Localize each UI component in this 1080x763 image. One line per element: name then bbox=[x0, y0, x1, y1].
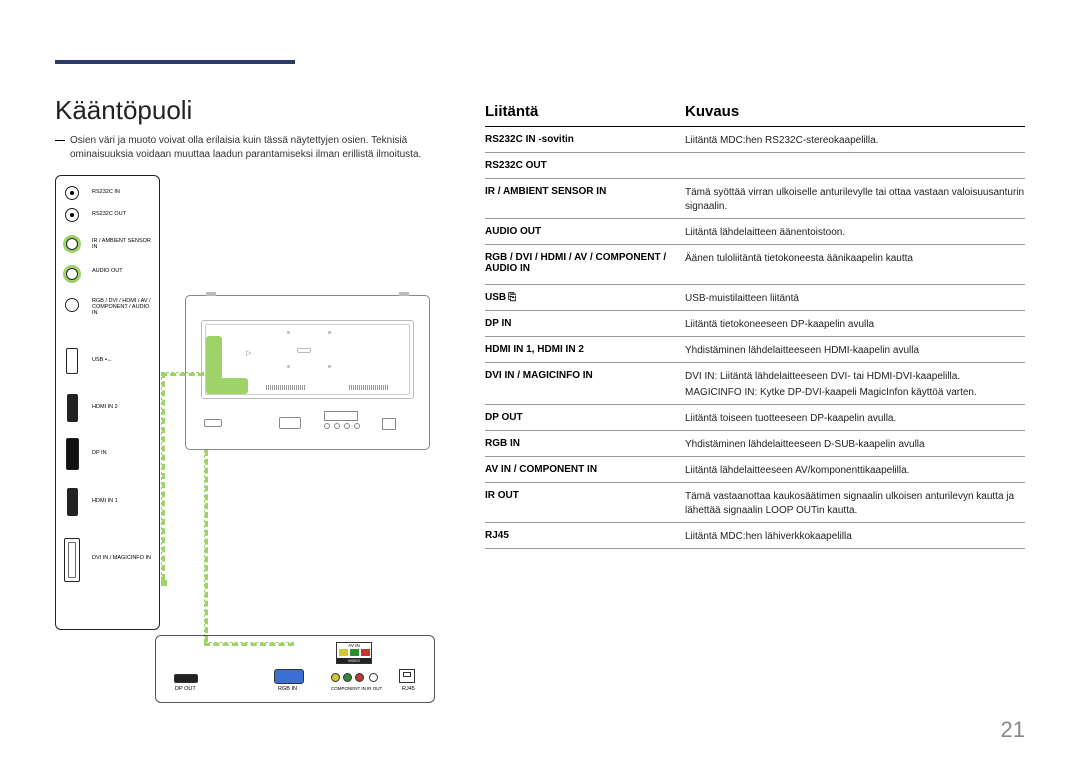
row-desc: USB-muistilaitteen liitäntä bbox=[685, 292, 1025, 306]
l-shape-highlight bbox=[206, 336, 248, 394]
comp-pr-icon bbox=[355, 673, 364, 682]
audio-out-icon bbox=[66, 268, 78, 280]
rs232c-in-icon bbox=[65, 186, 79, 200]
table-rule bbox=[485, 284, 1025, 285]
port-label: RGB / DVI / HDMI / AV / COMPONENT / AUDI… bbox=[92, 298, 152, 316]
av-block: AV IN VIDEO bbox=[336, 642, 372, 664]
row-label: AUDIO OUT bbox=[485, 226, 680, 237]
row-label: HDMI IN 1, HDMI IN 2 bbox=[485, 344, 680, 355]
table-rule bbox=[485, 126, 1025, 127]
back-inner2: ▷ bbox=[205, 324, 410, 395]
usb-icon bbox=[66, 348, 78, 374]
bs-label: DP OUT bbox=[175, 686, 196, 692]
comp-pb-icon bbox=[343, 673, 352, 682]
row-desc: Tämä syöttää virran ulkoiselle anturilev… bbox=[685, 186, 1025, 213]
dash-line-node bbox=[161, 580, 167, 586]
row-desc-2: MAGICINFO IN: Kytke DP-DVI-kaapeli Magic… bbox=[685, 386, 1025, 400]
port-label: HDMI IN 1 bbox=[92, 498, 152, 504]
bs-label: COMPONENT IN bbox=[331, 686, 366, 691]
row-label: DP IN bbox=[485, 318, 680, 329]
table-rule bbox=[485, 218, 1025, 219]
bs-label: RJ45 bbox=[402, 686, 415, 692]
usb-trident-icon: ⎘ bbox=[508, 292, 516, 303]
row-desc: Liitäntä lähdelaitteen äänentoistoon. bbox=[685, 226, 1025, 240]
row-desc: Yhdistäminen lähdelaitteeseen HDMI-kaape… bbox=[685, 344, 1025, 358]
dpin-icon bbox=[66, 438, 79, 470]
hdmi2-icon bbox=[67, 394, 78, 422]
port-label: DP IN bbox=[92, 450, 152, 456]
row-label: RGB IN bbox=[485, 438, 680, 449]
dash-line-h bbox=[161, 372, 204, 376]
row-desc: Liitäntä toiseen tuotteeseen DP-kaapelin… bbox=[685, 412, 1025, 426]
row-label: USB⎘ bbox=[485, 292, 680, 303]
rj45-port-icon bbox=[399, 669, 415, 683]
row-label: RS232C OUT bbox=[485, 160, 680, 171]
page-title: Kääntöpuoli bbox=[55, 95, 192, 126]
table-rule bbox=[485, 152, 1025, 153]
row-desc: Yhdistäminen lähdelaitteeseen D-SUB-kaap… bbox=[685, 438, 1025, 452]
subtitle-dash bbox=[55, 140, 65, 141]
port-label: AUDIO OUT bbox=[92, 268, 152, 274]
port-panel: RS232C IN RS232C OUT IR / AMBIENT SENSOR… bbox=[55, 175, 160, 630]
port-label: HDMI IN 2 bbox=[92, 404, 152, 410]
table-rule bbox=[485, 456, 1025, 457]
rgb-combo-icon bbox=[65, 298, 79, 312]
port-label: DVI IN / MAGICINFO IN bbox=[92, 555, 152, 561]
row-desc: Äänen tuloliitäntä tietokoneesta äänikaa… bbox=[685, 252, 1025, 266]
table-rule bbox=[485, 522, 1025, 523]
accent-bar bbox=[55, 60, 295, 64]
bottom-connector-strip: DP OUT RGB IN AV IN VIDEO COMPONENT IN I… bbox=[155, 635, 435, 703]
irout-jack-icon bbox=[369, 673, 378, 682]
comp-y-icon bbox=[331, 673, 340, 682]
port-label: USB ⬩← bbox=[92, 357, 152, 364]
col-header-liitanta: Liitäntä bbox=[485, 103, 538, 120]
row-label: AV IN / COMPONENT IN bbox=[485, 464, 680, 475]
dp-out-port-icon bbox=[174, 674, 198, 683]
table-rule bbox=[485, 548, 1025, 549]
table-rule bbox=[485, 310, 1025, 311]
dash-line-v2 bbox=[204, 450, 208, 642]
row-label: RJ45 bbox=[485, 530, 680, 541]
port-label: RS232C OUT bbox=[92, 211, 152, 217]
row-label: RGB / DVI / HDMI / AV / COMPONENT / AUDI… bbox=[485, 252, 680, 274]
port-label: IR / AMBIENT SENSOR IN bbox=[92, 238, 152, 250]
table-rule bbox=[485, 244, 1025, 245]
table-rule bbox=[485, 336, 1025, 337]
bs-label: IR OUT bbox=[367, 686, 382, 691]
row-label: IR OUT bbox=[485, 490, 680, 501]
table-rule bbox=[485, 430, 1025, 431]
table-rule bbox=[485, 362, 1025, 363]
row-desc: Tämä vastaanottaa kaukosäätimen signaali… bbox=[685, 490, 1025, 517]
diagram-bottom-ports bbox=[204, 411, 404, 441]
rs232c-out-icon bbox=[65, 208, 79, 222]
bs-label: RGB IN bbox=[278, 686, 297, 692]
row-desc: Liitäntä tietokoneeseen DP-kaapelin avul… bbox=[685, 318, 1025, 332]
ir-ambient-icon bbox=[66, 238, 78, 250]
row-label: IR / AMBIENT SENSOR IN bbox=[485, 186, 680, 197]
page-subtitle: Osien väri ja muoto voivat olla erilaisi… bbox=[70, 134, 440, 161]
row-desc: Liitäntä lähdelaitteeseen AV/komponentti… bbox=[685, 464, 1025, 478]
back-inner: ▷ bbox=[201, 320, 414, 399]
row-desc: Liitäntä MDC:hen RS232C-stereokaapelilla… bbox=[685, 134, 1025, 148]
table-rule bbox=[485, 482, 1025, 483]
hdmi1-icon bbox=[67, 488, 78, 516]
dvi-icon bbox=[64, 538, 80, 582]
row-desc: Liitäntä MDC:hen lähiverkkokaapelilla bbox=[685, 530, 1025, 544]
table-rule bbox=[485, 178, 1025, 179]
page-number: 21 bbox=[1001, 717, 1025, 743]
back-diagram: ▷ bbox=[185, 295, 430, 450]
dash-line-v1 bbox=[161, 372, 165, 580]
port-label: RS232C IN bbox=[92, 189, 152, 195]
row-label: DVI IN / MAGICINFO IN bbox=[485, 370, 680, 381]
rgb-in-port-icon bbox=[274, 669, 304, 684]
col-header-kuvaus: Kuvaus bbox=[685, 103, 739, 120]
row-label: DP OUT bbox=[485, 412, 680, 423]
table-rule bbox=[485, 404, 1025, 405]
row-label: RS232C IN -sovitin bbox=[485, 134, 680, 145]
row-desc: DVI IN: Liitäntä lähdelaitteeseen DVI- t… bbox=[685, 370, 1025, 384]
